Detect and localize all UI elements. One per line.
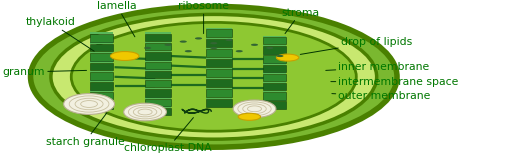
Bar xyxy=(91,61,113,63)
Bar xyxy=(264,46,287,54)
Bar xyxy=(206,39,232,47)
Text: granum: granum xyxy=(3,67,87,77)
Circle shape xyxy=(180,40,187,43)
Text: starch granule: starch granule xyxy=(46,113,125,147)
Bar xyxy=(206,38,232,39)
Bar xyxy=(145,62,171,69)
Bar xyxy=(206,78,232,79)
Ellipse shape xyxy=(51,14,377,139)
Bar xyxy=(264,54,287,55)
Bar xyxy=(145,89,171,97)
Bar xyxy=(206,29,232,37)
Bar xyxy=(206,48,232,49)
Circle shape xyxy=(276,54,299,61)
Bar xyxy=(91,44,113,51)
Circle shape xyxy=(236,50,243,52)
Bar xyxy=(145,42,171,43)
Bar xyxy=(145,51,171,52)
Circle shape xyxy=(185,50,192,52)
Text: thylakoid: thylakoid xyxy=(25,17,94,51)
Bar xyxy=(206,98,232,99)
Circle shape xyxy=(110,52,139,60)
Circle shape xyxy=(276,55,284,57)
Bar xyxy=(91,52,113,53)
Bar xyxy=(145,69,171,71)
Bar xyxy=(91,82,113,90)
Ellipse shape xyxy=(64,94,115,114)
Bar xyxy=(145,79,171,80)
Bar xyxy=(91,72,113,80)
Bar xyxy=(206,68,232,69)
Bar xyxy=(145,43,171,51)
Text: intermembrane space: intermembrane space xyxy=(331,77,459,87)
Bar xyxy=(206,89,232,97)
Bar xyxy=(91,92,113,99)
Bar xyxy=(264,91,287,92)
Ellipse shape xyxy=(233,100,276,118)
Circle shape xyxy=(210,42,217,44)
Bar xyxy=(264,36,287,37)
Bar xyxy=(206,88,232,89)
Circle shape xyxy=(266,47,273,49)
Bar xyxy=(91,42,113,44)
Bar xyxy=(206,79,232,87)
Text: outer membrane: outer membrane xyxy=(332,91,431,101)
Bar xyxy=(145,80,171,88)
Bar xyxy=(206,28,232,29)
Bar xyxy=(91,53,113,61)
Ellipse shape xyxy=(71,22,356,131)
Circle shape xyxy=(144,47,151,49)
Bar xyxy=(145,34,171,41)
Bar xyxy=(206,99,232,107)
Bar xyxy=(145,99,171,106)
Bar xyxy=(264,74,287,81)
Bar xyxy=(91,80,113,82)
Bar xyxy=(145,97,171,99)
Text: chloroplast DNA: chloroplast DNA xyxy=(124,118,212,153)
Circle shape xyxy=(238,113,261,120)
Text: lamella: lamella xyxy=(97,1,137,37)
Bar xyxy=(264,83,287,90)
Bar xyxy=(264,82,287,83)
Bar xyxy=(91,101,113,109)
Bar xyxy=(91,63,113,70)
Bar xyxy=(91,100,113,101)
Circle shape xyxy=(195,37,202,40)
Ellipse shape xyxy=(31,6,397,147)
Bar xyxy=(206,59,232,67)
Text: stroma: stroma xyxy=(281,8,319,34)
Bar xyxy=(264,55,287,63)
Bar xyxy=(145,32,171,34)
Bar xyxy=(145,88,171,89)
Circle shape xyxy=(164,44,172,46)
Bar xyxy=(206,58,232,59)
Bar xyxy=(145,106,171,108)
Text: drop of lipids: drop of lipids xyxy=(300,37,412,54)
Ellipse shape xyxy=(124,103,166,121)
Bar xyxy=(264,72,287,74)
Bar xyxy=(264,65,287,72)
Circle shape xyxy=(210,47,217,49)
Bar xyxy=(264,92,287,100)
Bar xyxy=(264,63,287,65)
Text: inner membrane: inner membrane xyxy=(326,62,430,72)
Circle shape xyxy=(225,39,233,41)
Bar xyxy=(264,45,287,46)
Bar xyxy=(206,49,232,57)
Bar xyxy=(145,71,171,78)
Bar xyxy=(91,90,113,92)
Bar xyxy=(264,101,287,109)
Bar xyxy=(145,60,171,62)
Bar xyxy=(264,100,287,101)
Bar xyxy=(91,71,113,72)
Text: ribosome: ribosome xyxy=(178,1,229,34)
Bar xyxy=(206,69,232,77)
Bar xyxy=(145,52,171,60)
Bar xyxy=(91,32,113,34)
Bar xyxy=(264,37,287,44)
Circle shape xyxy=(251,44,258,46)
Bar xyxy=(145,108,171,115)
Bar xyxy=(91,34,113,42)
